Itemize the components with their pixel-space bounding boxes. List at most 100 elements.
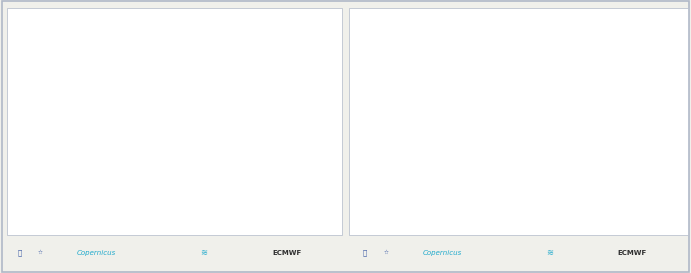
Bar: [57, 178, 59, 202]
Bar: [542, 112, 545, 202]
Bar: [246, 192, 248, 202]
Bar: [582, 112, 584, 202]
Bar: [153, 171, 155, 202]
Bar: [270, 193, 272, 202]
Bar: [478, 181, 481, 202]
Bar: [667, 95, 670, 202]
Bar: [624, 194, 627, 202]
Bar: [567, 160, 569, 202]
Text: Copernicus: Copernicus: [77, 250, 116, 256]
Text: Copernicus: Copernicus: [423, 250, 462, 256]
Bar: [587, 88, 590, 202]
Bar: [521, 129, 523, 202]
Bar: [649, 191, 651, 202]
Bar: [66, 194, 68, 202]
Bar: [454, 137, 457, 202]
Bar: [144, 201, 146, 202]
Bar: [86, 195, 89, 202]
Bar: [463, 170, 466, 202]
Bar: [417, 170, 420, 202]
Bar: [59, 201, 62, 202]
Bar: [411, 186, 414, 202]
Bar: [569, 106, 572, 202]
Bar: [484, 173, 487, 202]
Bar: [557, 184, 560, 202]
Bar: [267, 183, 269, 202]
Bar: [493, 168, 496, 202]
Bar: [654, 117, 657, 202]
Bar: [451, 195, 453, 202]
Bar: [460, 146, 462, 202]
Bar: [237, 194, 239, 202]
Bar: [591, 88, 594, 202]
Bar: [551, 109, 553, 202]
Bar: [527, 186, 529, 202]
Bar: [424, 153, 426, 202]
Bar: [500, 170, 502, 202]
Bar: [594, 110, 596, 202]
Bar: [554, 110, 557, 202]
Bar: [399, 173, 401, 202]
Bar: [475, 137, 477, 202]
Bar: [255, 37, 257, 202]
Bar: [658, 194, 660, 202]
Bar: [585, 115, 587, 202]
Bar: [597, 198, 599, 202]
Bar: [548, 165, 551, 202]
Bar: [150, 197, 152, 202]
Bar: [466, 143, 468, 202]
Bar: [249, 194, 252, 202]
Bar: [430, 143, 432, 202]
Bar: [258, 189, 261, 202]
Bar: [411, 122, 414, 202]
Bar: [481, 146, 484, 202]
Bar: [415, 185, 417, 202]
Bar: [484, 139, 487, 202]
Bar: [627, 194, 630, 202]
Bar: [309, 195, 312, 202]
Bar: [609, 116, 612, 202]
Bar: [201, 201, 203, 202]
Bar: [435, 184, 438, 202]
Bar: [530, 192, 533, 202]
Bar: [539, 122, 542, 202]
Bar: [530, 136, 533, 202]
Bar: [472, 134, 475, 202]
Bar: [536, 112, 538, 202]
Bar: [618, 174, 621, 202]
Bar: [645, 192, 648, 202]
Bar: [554, 168, 557, 202]
Y-axis label: Total Fire Radiative Power / GW: Total Fire Radiative Power / GW: [377, 69, 383, 166]
Bar: [81, 183, 83, 202]
Bar: [615, 134, 618, 202]
Bar: [405, 171, 408, 202]
Bar: [618, 71, 621, 202]
Bar: [68, 199, 71, 202]
Bar: [84, 191, 86, 202]
Bar: [594, 194, 596, 202]
Bar: [633, 194, 636, 202]
Bar: [113, 200, 116, 202]
Bar: [670, 71, 672, 202]
Bar: [95, 173, 98, 202]
Bar: [90, 183, 92, 202]
Bar: [445, 124, 447, 202]
Bar: [63, 201, 65, 202]
Bar: [415, 154, 417, 202]
Bar: [408, 173, 410, 202]
Bar: [661, 194, 663, 202]
Bar: [309, 195, 312, 202]
Bar: [533, 162, 536, 202]
Bar: [408, 168, 410, 202]
Bar: [630, 196, 633, 202]
Bar: [509, 186, 511, 202]
Bar: [63, 195, 65, 202]
Bar: [448, 185, 451, 202]
Text: ⬛: ⬛: [363, 249, 367, 256]
Bar: [621, 160, 624, 202]
Bar: [285, 200, 287, 202]
Bar: [481, 186, 484, 202]
Bar: [399, 170, 401, 202]
Bar: [511, 110, 514, 202]
Bar: [430, 178, 432, 202]
